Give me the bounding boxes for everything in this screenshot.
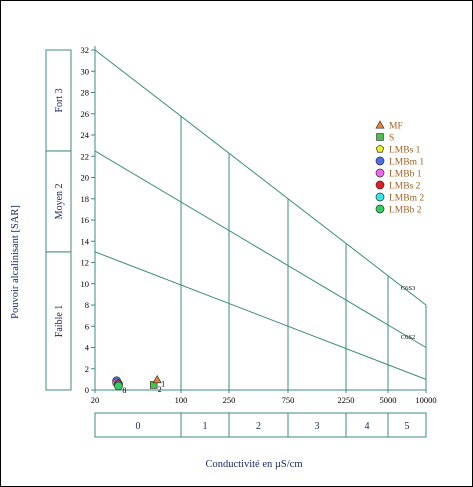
y-tick-label: 26 — [81, 109, 90, 119]
legend: MF S LMBs 1 LMBm 1 LMBb 1 LMBs 2 LMBm 2 LMBb 2 — [375, 120, 424, 216]
salinity-class-label: 0 — [136, 421, 141, 432]
salinity-class-strip: 0 1 2 3 4 5 — [94, 412, 427, 438]
y-tick-label: 10 — [81, 279, 90, 289]
legend-marker-lmbm-1 — [375, 156, 385, 166]
boundary-line-2 — [94, 150, 427, 348]
legend-marker-lmbb-1 — [375, 168, 385, 178]
y-tick-label: 32 — [81, 45, 90, 55]
x-axis-title: Conductivité en µS/cm — [205, 459, 302, 470]
legend-marker-s — [376, 133, 384, 141]
legend-label: LMBs 2 — [389, 182, 421, 192]
y-tick-label: 14 — [81, 236, 90, 246]
y-tick-label: 24 — [81, 130, 90, 140]
salinity-class-box — [345, 412, 389, 438]
data-point-label: 2 — [158, 385, 162, 394]
sar-class-strip: Faible 1 Moyen 2 Fort 3 — [45, 49, 72, 391]
salinity-class-label: 5 — [405, 421, 410, 432]
sar-class-label: Fort 3 — [54, 88, 65, 112]
legend-marker-lmbb-2 — [375, 204, 385, 214]
y-tick-label: 0 — [85, 385, 89, 395]
y-tick-label: 2 — [85, 364, 89, 374]
salinity-class-label: 2 — [256, 421, 261, 432]
legend-label: LMBs 1 — [389, 146, 421, 156]
legend-label: LMBb 1 — [389, 170, 422, 180]
legend-marker-mf — [375, 120, 385, 129]
boundary-line-3 — [94, 251, 427, 380]
data-points: 8 21 — [112, 374, 165, 395]
y-axis-title: Pouvoir alcalinisant [SAR] — [10, 205, 21, 319]
salinity-class-label: 3 — [315, 421, 320, 432]
y-tick-label: 22 — [81, 151, 90, 161]
x-tick-label: 10000 — [415, 395, 436, 405]
y-tick-label: 28 — [81, 88, 90, 98]
legend-label: MF — [389, 122, 403, 132]
legend-marker-lmbm-2 — [375, 192, 385, 202]
data-point-mf — [152, 374, 162, 384]
legend-label: LMBb 2 — [389, 206, 422, 216]
legend-label: LMBm 1 — [389, 158, 424, 168]
y-tick-label: 18 — [81, 194, 90, 204]
y-tick-label: 8 — [85, 300, 89, 310]
salinity-class-label: 1 — [203, 421, 208, 432]
legend-marker-lmbs-1 — [375, 144, 385, 153]
boundary-line-label: C6S3 — [401, 285, 415, 292]
salinity-class-box — [94, 412, 182, 438]
legend-label: S — [389, 134, 394, 144]
x-tick-label: 250 — [223, 395, 236, 405]
sar-class-label: Moyen 2 — [54, 183, 65, 219]
x-tick-label: 20 — [91, 395, 100, 405]
legend-label: LMBm 2 — [389, 194, 424, 204]
boundary-line-1 — [94, 49, 427, 306]
salinity-class-box — [387, 412, 427, 438]
y-tick-label: 12 — [81, 258, 90, 268]
y-tick-label: 16 — [81, 215, 90, 225]
salinity-class-box — [228, 412, 289, 438]
data-point-label: 8 — [122, 386, 126, 395]
y-tick-label: 4 — [85, 343, 90, 353]
x-tick-label: 100 — [175, 395, 188, 405]
sar-class-label: Faible 1 — [54, 305, 65, 338]
y-tick-label: 6 — [85, 321, 89, 331]
data-point-lmbb-2 — [114, 381, 123, 391]
sar-class-box — [45, 49, 72, 152]
y-tick-label: 20 — [81, 173, 90, 183]
x-tick-label: 750 — [282, 395, 295, 405]
sar-class-box — [45, 251, 72, 391]
salinity-class-label: 4 — [365, 421, 370, 432]
boundary-lines: C6S3 C6S2 — [94, 49, 427, 380]
boundary-line-label: C6S2 — [401, 334, 415, 341]
y-tick-label: 30 — [81, 66, 90, 76]
salinity-class-box — [287, 412, 347, 438]
legend-marker-lmbs-2 — [375, 180, 385, 190]
data-point-label: 1 — [161, 380, 165, 389]
x-tick-label: 5000 — [380, 395, 397, 405]
x-tick-label: 2250 — [338, 395, 355, 405]
